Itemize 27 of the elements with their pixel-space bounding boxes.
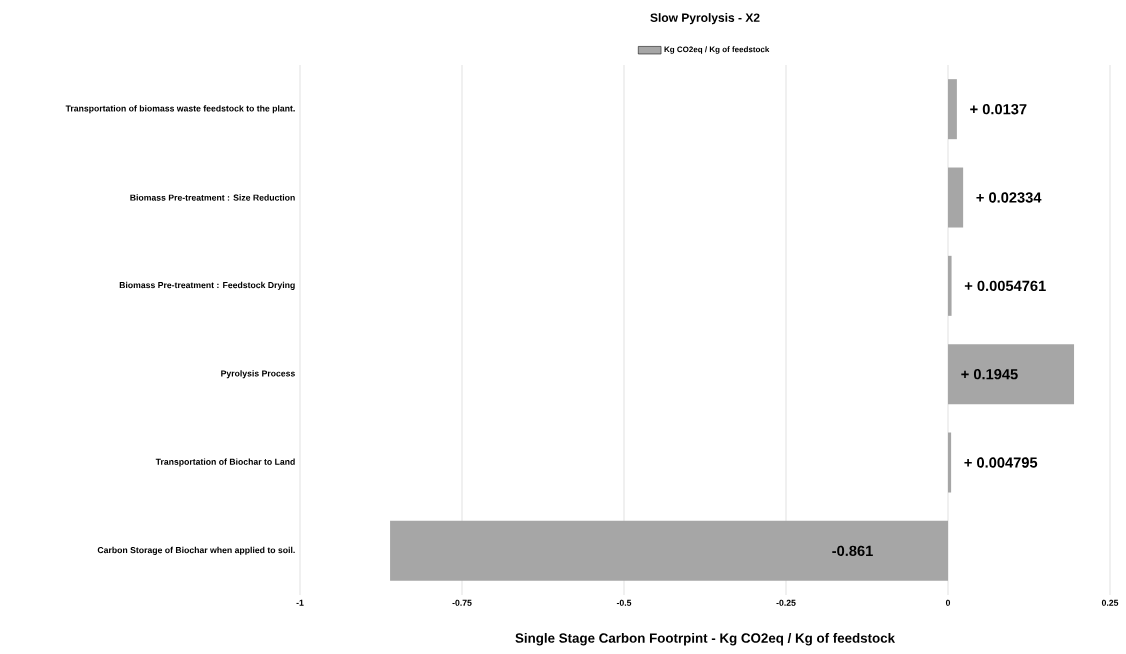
y-tick-label: Transportation of Biochar to Land	[155, 458, 295, 467]
bar	[948, 79, 957, 140]
x-tick-label: -0.75	[452, 599, 472, 606]
y-tick-label: Carbon Storage of Biochar when applied to soil.	[97, 546, 295, 555]
y-tick-label: Pyrolysis Process	[221, 370, 295, 379]
data-label: -0.861	[832, 545, 873, 557]
bar	[948, 344, 1075, 405]
bar	[948, 167, 964, 228]
x-axis-title: Single Stage Carbon Footrpint - Kg CO2eq / Kg of feedstock	[515, 633, 896, 646]
x-tick-label: 0.25	[1101, 599, 1119, 606]
bar	[390, 520, 949, 581]
x-tick-label: -0.25	[776, 599, 796, 606]
y-tick-label: Biomass Pre-treatment : Feedstock Drying	[119, 281, 295, 290]
data-label: + 0.02334	[976, 192, 1042, 203]
legend-label: Kg CO2eq / Kg of feedstock	[664, 46, 770, 54]
x-tick-label: -0.5	[616, 599, 632, 606]
data-label: + 0.0054761	[964, 280, 1046, 292]
x-tick-label: -1	[296, 599, 304, 606]
bar	[948, 432, 952, 493]
data-label: + 0.1945	[961, 369, 1018, 380]
bar	[948, 255, 952, 316]
x-tick-label: 0	[945, 599, 951, 606]
y-tick-label: Transportation of biomass waste feedstock to the plant.	[65, 105, 295, 114]
y-tick-label: Biomass Pre-treatment : Size Reduction	[130, 194, 295, 201]
chart-title: Slow Pyrolysis - X2	[650, 13, 760, 25]
data-label: + 0.004795	[964, 457, 1038, 468]
data-label: + 0.0137	[970, 103, 1027, 115]
